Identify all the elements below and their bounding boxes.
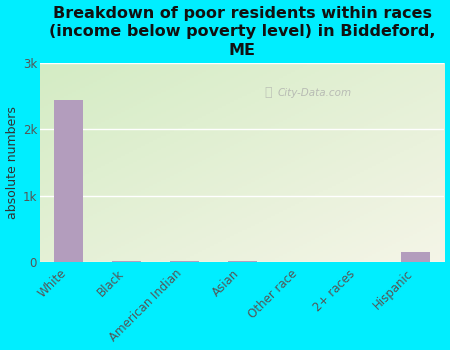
- Bar: [112, 261, 141, 262]
- Bar: [228, 261, 256, 262]
- Title: Breakdown of poor residents within races
(income below poverty level) in Biddefo: Breakdown of poor residents within races…: [49, 6, 436, 58]
- Text: City-Data.com: City-Data.com: [278, 88, 352, 98]
- Text: ⓘ: ⓘ: [265, 86, 272, 99]
- Bar: [401, 252, 430, 262]
- Bar: [54, 100, 83, 262]
- Bar: [170, 261, 199, 262]
- Y-axis label: absolute numbers: absolute numbers: [5, 106, 18, 219]
